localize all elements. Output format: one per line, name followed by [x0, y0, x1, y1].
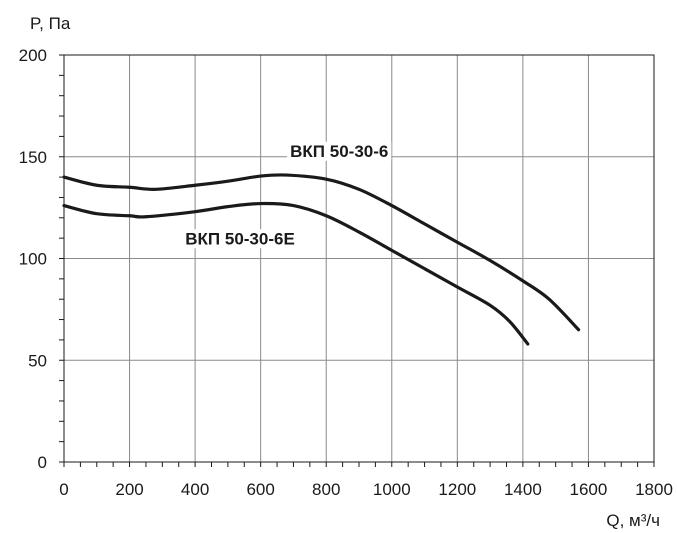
x-tick-label: 1000: [373, 480, 411, 499]
grid: [64, 55, 654, 462]
y-tick-label: 100: [19, 250, 47, 269]
y-tick-label: 0: [38, 453, 47, 472]
x-tick-label: 0: [59, 480, 68, 499]
x-tick-label: 1400: [504, 480, 542, 499]
x-tick-label: 600: [246, 480, 274, 499]
series-label: ВКП 50-30-6Е: [185, 229, 295, 248]
x-tick-label: 200: [115, 480, 143, 499]
x-tick-label: 1800: [635, 480, 673, 499]
x-tick-label: 1200: [438, 480, 476, 499]
series-line: [62, 173, 581, 332]
y-tick-label: 200: [19, 46, 47, 65]
y-tick-labels: 0 50 100 150 200: [19, 46, 47, 472]
x-axis-title: Q, м³/ч: [606, 511, 660, 530]
x-tick-label: 800: [312, 480, 340, 499]
x-tick-labels: 0 200 400 600 800 1000 1200 1400 1600 1800: [59, 480, 673, 499]
series-label: ВКП 50-30-6: [290, 142, 388, 161]
x-tick-label: 1600: [570, 480, 608, 499]
series-line: [62, 201, 530, 346]
x-tick-label: 400: [181, 480, 209, 499]
y-tick-label: 50: [28, 351, 47, 370]
series-labels: ВКП 50-30-6 ВКП 50-30-6Е: [182, 141, 392, 249]
y-axis-title: P, Па: [30, 14, 71, 33]
series-lines: [62, 173, 581, 346]
minor-ticks: [59, 54, 655, 467]
plot-frame: [63, 54, 655, 463]
series-label-background: [287, 141, 392, 161]
y-tick-label: 150: [19, 148, 47, 167]
series-label-background: [182, 229, 298, 249]
